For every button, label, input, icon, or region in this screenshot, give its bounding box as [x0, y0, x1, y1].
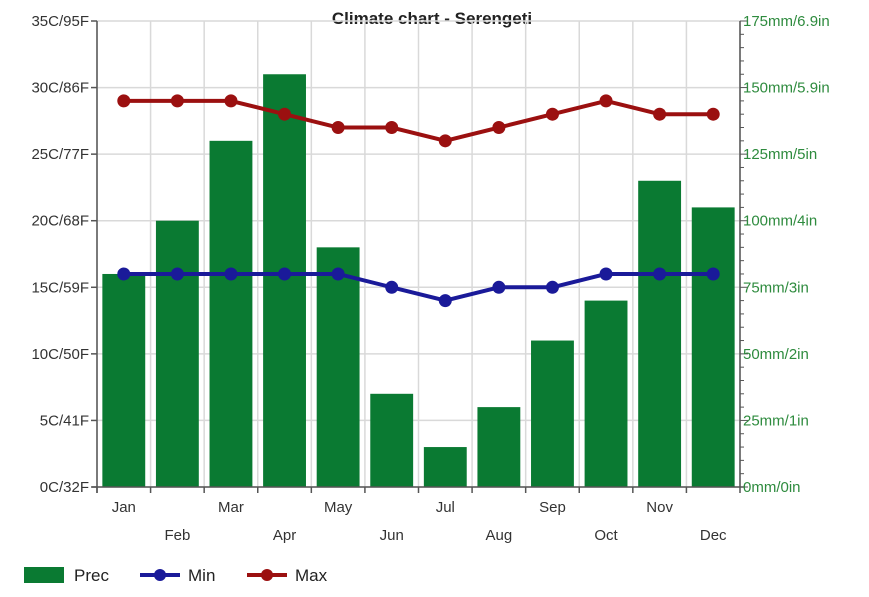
min-point-may [331, 267, 345, 281]
left-tick-label: 35C/95F [31, 13, 89, 30]
x-axis-ticks: Jan Feb Mar Apr May Jun Jul Aug Sep Oct Nov Dec [96, 487, 727, 544]
x-tick-label-aug: Aug [486, 527, 513, 544]
min-temperature-line [123, 271, 714, 303]
max-point-jun [385, 121, 399, 135]
left-axis-ticks: 0C/32F 5C/41F 10C/50F 15C/59F 20C/68F 25C/77F… [31, 13, 97, 496]
legend-swatch-max-marker [261, 569, 273, 581]
x-tick-label-nov: Nov [646, 499, 673, 516]
max-point-nov [653, 107, 667, 121]
precipitation-bar-jan [102, 273, 146, 487]
left-tick-label: 30C/86F [31, 80, 89, 97]
precipitation-bar-may [316, 247, 360, 487]
legend-swatch-prec [24, 567, 64, 583]
x-tick-label-apr: Apr [273, 527, 296, 544]
x-tick-label-may: May [324, 499, 353, 516]
chart-title: Climate chart - Serengeti [332, 9, 532, 28]
legend-label-prec: Prec [74, 566, 109, 585]
right-tick-label: 0mm/0in [743, 479, 801, 496]
x-tick-label-dec: Dec [700, 527, 727, 544]
precipitation-bar-oct [584, 300, 628, 487]
precipitation-bar-sep [531, 340, 574, 487]
max-point-mar [224, 94, 238, 108]
grid-lines [96, 20, 741, 488]
precipitation-bar-feb [155, 220, 199, 487]
left-tick-label: 20C/68F [31, 213, 89, 230]
left-tick-label: 25C/77F [31, 146, 89, 163]
x-tick-label-feb: Feb [164, 527, 190, 544]
right-tick-label: 100mm/4in [743, 213, 817, 230]
x-tick-label-jan: Jan [112, 499, 136, 516]
precipitation-bar-dec [691, 207, 735, 487]
min-point-dec [706, 267, 720, 281]
right-tick-label: 175mm/6.9in [743, 13, 830, 30]
min-point-oct [599, 267, 613, 281]
precipitation-bar-nov [638, 180, 682, 487]
x-tick-label-jul: Jul [436, 499, 455, 516]
precipitation-bars [102, 74, 735, 488]
x-tick-label-sep: Sep [539, 499, 566, 516]
right-tick-label: 125mm/5in [743, 146, 817, 163]
legend-label-max: Max [295, 566, 328, 585]
min-point-mar [224, 267, 238, 281]
max-point-may [331, 121, 345, 135]
left-tick-label: 5C/41F [40, 412, 89, 429]
right-tick-label: 75mm/3in [743, 279, 809, 296]
x-tick-label-jun: Jun [380, 527, 404, 544]
max-point-oct [599, 94, 613, 108]
min-point-jun [385, 280, 399, 294]
max-point-dec [706, 107, 720, 121]
max-point-apr [278, 107, 292, 121]
left-tick-label: 15C/59F [31, 279, 89, 296]
precipitation-bar-apr [263, 74, 306, 487]
right-tick-label: 50mm/2in [743, 346, 809, 363]
right-tick-label: 150mm/5.9in [743, 80, 830, 97]
precipitation-bar-jul [423, 447, 467, 487]
legend-label-min: Min [188, 566, 215, 585]
left-tick-label: 10C/50F [31, 346, 89, 363]
right-axis-ticks: 0mm/0in 25mm/1in 50mm/2in 75mm/3in 100mm/4in… [740, 13, 830, 496]
min-point-apr [278, 267, 292, 281]
min-point-sep [545, 280, 559, 294]
precipitation-bar-jun [370, 393, 414, 487]
left-tick-label: 0C/32F [40, 479, 89, 496]
x-tick-label-oct: Oct [594, 527, 618, 544]
max-point-sep [545, 107, 559, 121]
max-temperature-line [123, 98, 714, 143]
precipitation-bar-mar [209, 140, 253, 488]
min-point-aug [492, 280, 506, 294]
max-point-jan [117, 94, 131, 108]
temperature-lines [117, 94, 720, 308]
legend-swatch-min-marker [154, 569, 166, 581]
x-tick-label-mar: Mar [218, 499, 244, 516]
min-point-jan [117, 267, 131, 281]
right-tick-label: 25mm/1in [743, 412, 809, 429]
min-point-jul [438, 294, 452, 308]
min-point-nov [653, 267, 667, 281]
min-point-feb [170, 267, 184, 281]
max-point-jul [438, 134, 452, 148]
legend: Prec Min Max [24, 566, 328, 585]
max-point-feb [170, 94, 184, 108]
precipitation-bar-aug [477, 407, 521, 487]
max-point-aug [492, 121, 506, 135]
